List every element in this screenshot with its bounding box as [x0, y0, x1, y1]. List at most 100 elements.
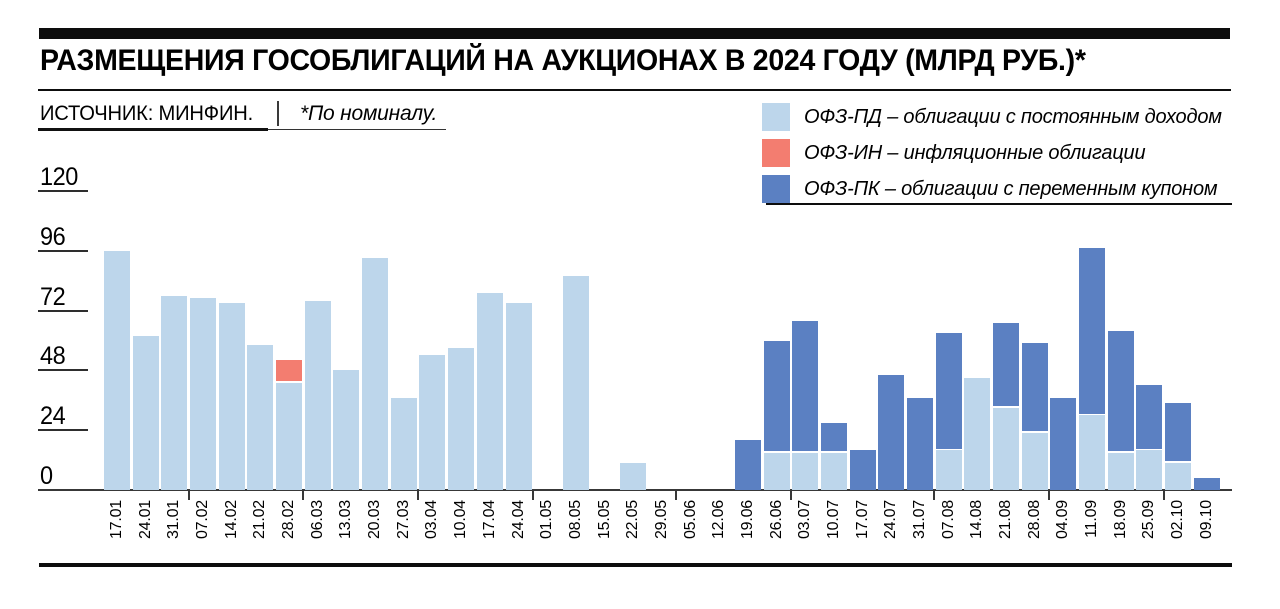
x-axis-label: 24.07 [882, 500, 900, 540]
y-axis-tick-line [38, 190, 88, 192]
bar-segment-ОФЗ-ПК [935, 333, 962, 449]
y-axis-tick-line [38, 429, 88, 432]
bar-segment-ОФЗ-ПД [1021, 432, 1048, 490]
bar-segment-ОФЗ-ПД [448, 347, 475, 490]
title-divider [38, 89, 1231, 91]
x-axis-label: 18.09 [1111, 500, 1129, 540]
x-axis-label: 22.05 [624, 500, 642, 540]
y-axis-tick-line [38, 249, 88, 252]
bar-segment-ОФЗ-ПК [792, 320, 819, 452]
month-boundary-tick [675, 491, 678, 500]
y-axis-tick-label: 24 [40, 402, 66, 431]
month-boundary-tick [789, 491, 792, 500]
x-axis-label: 03.07 [796, 500, 814, 540]
source-underline [38, 128, 268, 131]
month-boundary-tick [302, 491, 305, 500]
x-axis-label: 03.04 [423, 500, 441, 540]
top-accent-bar [39, 28, 1230, 39]
y-axis-tick-label: 72 [40, 282, 66, 311]
legend-swatch-3 [762, 175, 790, 203]
x-axis-label: 31.07 [911, 500, 929, 540]
bar-segment-ОФЗ-ПД [1079, 415, 1106, 490]
x-axis-label: 13.03 [337, 500, 355, 540]
x-axis-line [38, 489, 1232, 491]
x-axis-label: 11.09 [1083, 500, 1101, 538]
x-axis-label: 02.10 [1169, 500, 1187, 540]
bar-segment-ОФЗ-ПД [362, 258, 389, 490]
bar-segment-ОФЗ-ПД [161, 295, 188, 490]
footnote-underline [268, 129, 446, 130]
x-axis-label: 17.01 [108, 500, 125, 540]
x-axis-label: 05.06 [681, 500, 699, 540]
bar-segment-ОФЗ-ПД [620, 462, 647, 490]
month-boundary-tick [933, 491, 936, 500]
bar-segment-ОФЗ-ПД [1136, 450, 1163, 490]
bar-segment-ОФЗ-ПД [821, 452, 847, 490]
y-axis-tick-line [38, 309, 88, 312]
month-boundary-tick [417, 491, 420, 500]
x-axis-label: 15.05 [595, 500, 613, 540]
x-axis-label: 21.02 [251, 500, 269, 540]
x-axis-label: 12.06 [710, 500, 728, 540]
x-axis-label: 14.02 [222, 500, 240, 540]
x-axis-label: 06.03 [308, 500, 326, 540]
bar-segment-ОФЗ-ПД [1165, 462, 1192, 490]
y-axis-tick-label: 0 [40, 462, 53, 490]
legend-label-1: ОФЗ-ПД – облигации с постоянным доходом [804, 106, 1222, 128]
month-boundary-tick [1162, 491, 1165, 500]
x-axis-label: 27.03 [394, 500, 412, 540]
x-axis-label: 09.10 [1197, 500, 1215, 540]
x-axis-label: 07.08 [939, 500, 957, 540]
bar-segment-ОФЗ-ПД [190, 298, 217, 490]
x-axis-label: 31.01 [165, 500, 183, 540]
x-axis-label: 29.05 [652, 500, 670, 540]
y-axis-tick-label: 48 [40, 342, 66, 371]
x-axis-label: 26.06 [767, 500, 785, 540]
y-axis-tick-label: 120 [40, 163, 78, 191]
x-axis-label: 17.07 [853, 500, 871, 540]
x-axis-label: 21.08 [997, 500, 1015, 540]
footnote: *По номиналу. [300, 102, 438, 125]
bar-segment-ОФЗ-ПД [792, 452, 819, 490]
x-axis-label: 28.02 [280, 500, 298, 540]
bar-segment-ОФЗ-ПД [247, 345, 274, 490]
bar-segment-ОФЗ-ПК [821, 422, 847, 452]
bar-segment-ОФЗ-ПД [935, 450, 962, 490]
bar-segment-ОФЗ-ПК [763, 340, 790, 452]
x-axis-label: 20.03 [366, 500, 384, 540]
bar-segment-ОФЗ-ПД [964, 377, 991, 490]
month-boundary-tick [187, 491, 190, 500]
bar-segment-ОФЗ-ПК [1107, 330, 1134, 452]
bar-segment-ОФЗ-ПК [878, 375, 905, 490]
bar-segment-ОФЗ-ПД [562, 275, 589, 490]
legend-label-3: ОФЗ-ПК – облигации с переменным купоном [804, 178, 1218, 200]
source-note-divider [277, 101, 279, 126]
month-boundary-tick [1048, 491, 1051, 500]
legend-swatch-1 [762, 103, 790, 131]
y-axis-tick-label: 96 [40, 222, 66, 251]
bar-segment-ОФЗ-ПД [104, 250, 130, 490]
bar-segment-ОФЗ-ПК [1050, 397, 1077, 490]
x-axis-label: 17.04 [480, 500, 498, 540]
legend-swatch-2 [762, 139, 790, 167]
x-axis-label: 28.08 [1025, 500, 1043, 540]
bar-segment-ОФЗ-ПД [1107, 452, 1134, 490]
bar-segment-ОФЗ-ПД [505, 303, 532, 490]
x-axis-label: 08.05 [566, 500, 584, 540]
x-axis-label: 04.09 [1054, 500, 1072, 540]
bar-segment-ОФЗ-ПД [763, 452, 790, 490]
x-axis-label: 14.08 [968, 500, 986, 540]
y-axis-tick-line [38, 369, 88, 372]
x-axis-label: 01.05 [538, 500, 556, 540]
bottom-divider [39, 563, 1232, 567]
bar-segment-ОФЗ-ПК [1165, 402, 1192, 462]
bar-segment-ОФЗ-ПК [993, 323, 1020, 407]
bar-segment-ОФЗ-ПД [276, 382, 303, 490]
bar-segment-ОФЗ-ПД [132, 335, 159, 490]
bar-segment-ОФЗ-ПД [476, 293, 503, 490]
source-label: ИСТОЧНИК: МИНФИН. [40, 102, 254, 125]
bar-segment-ОФЗ-ПК [1021, 342, 1048, 432]
bar-segment-ОФЗ-ИН [276, 360, 303, 382]
bar-segment-ОФЗ-ПД [304, 300, 331, 490]
